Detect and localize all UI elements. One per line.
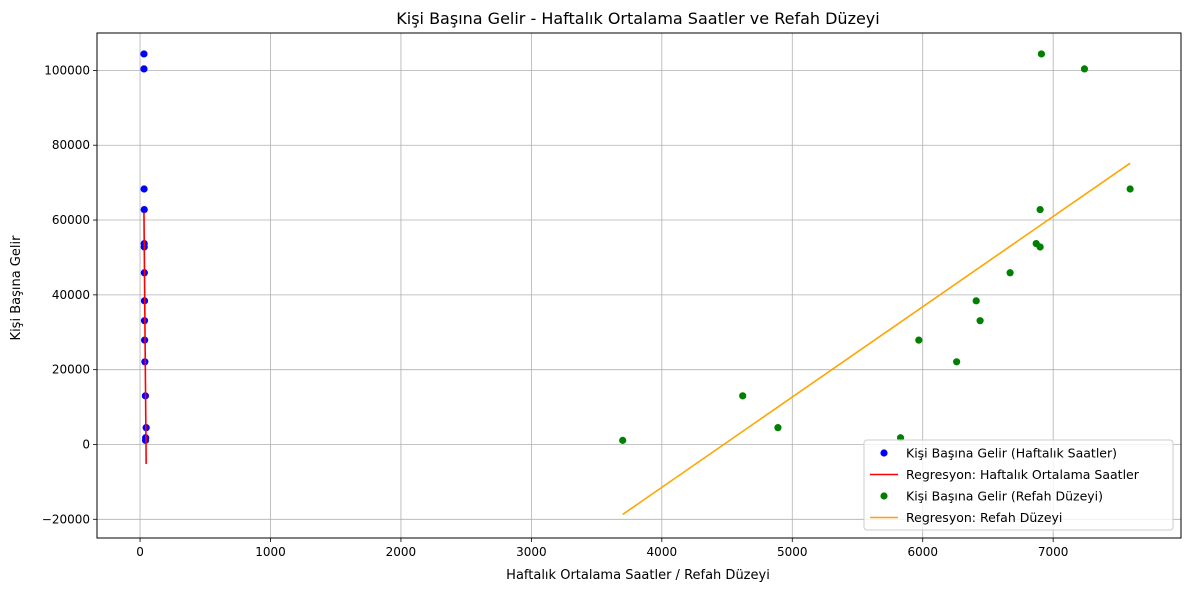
series-layer: [140, 50, 1134, 516]
y-tick-label: −20000: [42, 512, 90, 526]
data-point: [140, 50, 148, 58]
legend-label: Regresyon: Haftalık Ortalama Saatler: [906, 467, 1140, 482]
x-tick-label: 6000: [907, 545, 938, 559]
legend-label: Regresyon: Refah Düzeyi: [906, 510, 1062, 525]
series-0-scatter: [140, 50, 150, 444]
data-point: [915, 336, 923, 344]
x-tick-label: 7000: [1038, 545, 1069, 559]
x-tick-label: 2000: [386, 545, 417, 559]
data-point: [1126, 185, 1134, 193]
data-point: [140, 65, 148, 73]
data-point: [1037, 50, 1046, 58]
data-point: [739, 392, 747, 400]
data-point: [1006, 269, 1014, 277]
data-point: [1036, 205, 1044, 214]
series-3-regression-line: [622, 162, 1131, 516]
legend-label: Kişi Başına Gelir (Haftalık Saatler): [906, 446, 1117, 461]
regression-line: [143, 212, 147, 464]
x-tick-label: 4000: [647, 545, 678, 559]
data-point: [140, 185, 148, 193]
data-point: [619, 436, 627, 444]
legend: Kişi Başına Gelir (Haftalık Saatler) Regr…: [863, 439, 1174, 531]
regression-line: [622, 162, 1131, 516]
y-tick-label: 40000: [52, 288, 90, 302]
data-point: [140, 205, 148, 214]
legend-marker-swatch: [880, 449, 888, 457]
y-tick-label: 0: [82, 437, 90, 451]
data-point: [976, 317, 984, 325]
plot-frame: [96, 32, 1182, 539]
x-tick-label: 5000: [777, 545, 808, 559]
y-tick-label: 100000: [44, 63, 90, 77]
series-1-regression-line: [143, 212, 147, 464]
data-point: [1036, 243, 1044, 251]
data-point: [1080, 65, 1089, 73]
x-tick-label: 1000: [255, 545, 286, 559]
y-tick-label: 20000: [52, 363, 90, 377]
x-tick-label: 0: [136, 545, 144, 559]
legend-box: [863, 439, 1174, 531]
y-tick-label: 80000: [52, 138, 90, 152]
chart-title: Kişi Başına Gelir - Haftalık Ortalama Sa…: [396, 9, 879, 28]
x-axis-label: Haftalık Ortalama Saatler / Refah Düzeyi: [506, 568, 770, 583]
data-point: [953, 358, 961, 366]
y-tick-label: 60000: [52, 213, 90, 227]
x-tick-label: 3000: [516, 545, 547, 559]
legend-label: Kişi Başına Gelir (Refah Düzeyi): [906, 489, 1103, 504]
legend-marker-swatch: [880, 492, 888, 500]
ticks: 0 1000 2000 3000 4000 5000 6000 7000 −20000 0 2000…: [42, 63, 1069, 559]
series-2-scatter: [619, 50, 1134, 444]
data-point: [972, 297, 980, 305]
data-point: [774, 424, 782, 432]
y-axis-label: Kişi Başına Gelir: [9, 235, 24, 341]
